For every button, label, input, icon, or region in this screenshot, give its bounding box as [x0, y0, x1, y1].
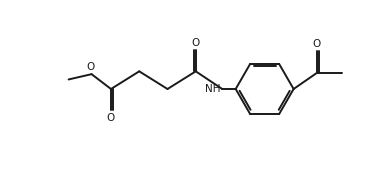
Text: O: O [107, 113, 115, 123]
Text: O: O [86, 62, 94, 72]
Text: NH: NH [205, 84, 221, 94]
Text: O: O [312, 39, 321, 49]
Text: O: O [192, 38, 200, 48]
